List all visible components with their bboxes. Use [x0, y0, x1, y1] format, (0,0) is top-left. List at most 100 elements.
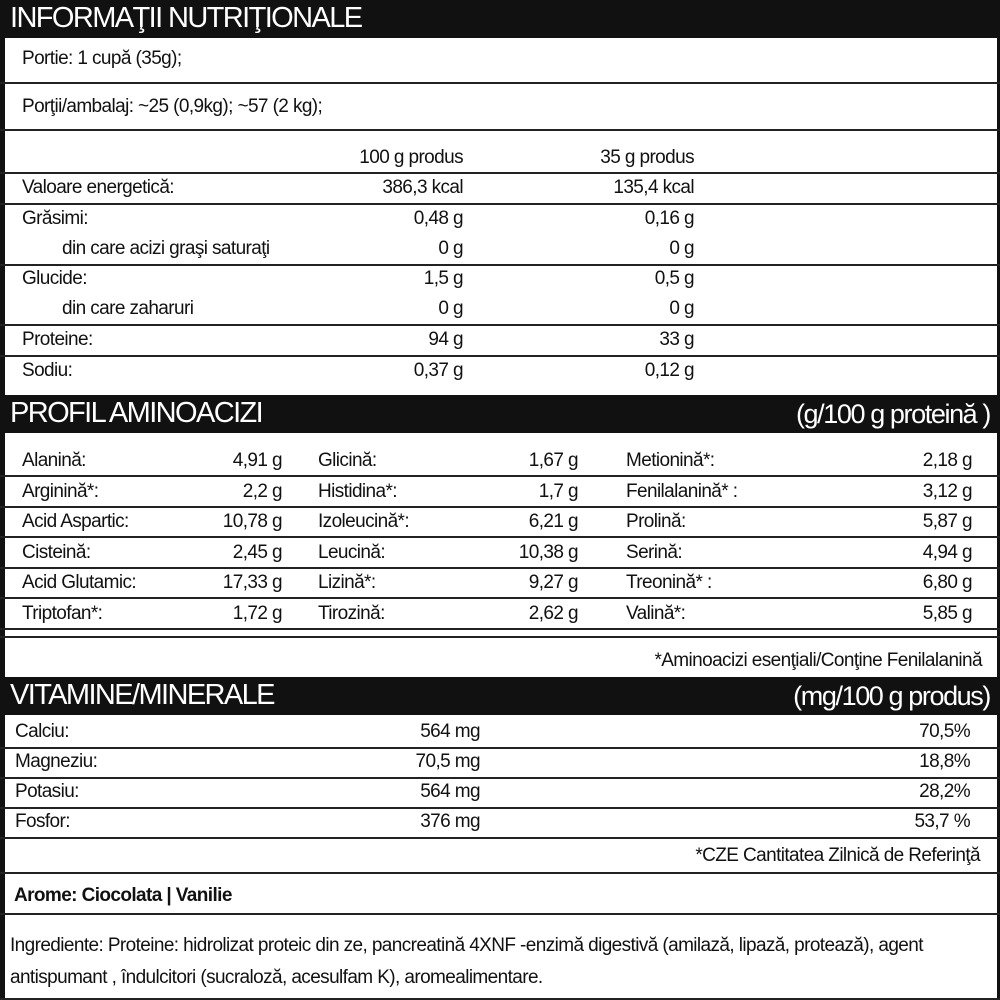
- divider: [0, 536, 1000, 538]
- minerals-title: VITAMINE/MINERALE: [10, 679, 276, 711]
- portion-text: Portie: 1 cupă (35g);: [22, 48, 182, 69]
- nutrient-value-100g: 0 g: [438, 298, 463, 319]
- amino-value: 4,94 g: [922, 541, 973, 563]
- packages-text: Porţii/ambalaj: ~25 (0,9kg); ~57 (2 kg);: [22, 96, 323, 117]
- nutrient-label: din care zaharuri: [62, 298, 194, 319]
- column-header-35g: 35 g produs: [600, 147, 694, 168]
- divider: [0, 636, 1000, 638]
- divider: [0, 913, 1000, 915]
- divider: [0, 264, 1000, 266]
- page-title: INFORMAŢII NUTRIŢIONALE: [10, 2, 363, 34]
- nutrient-value-100g: 0 g: [438, 238, 463, 259]
- nutrient-value-100g: 386,3 kcal: [382, 177, 463, 198]
- divider: [0, 597, 1000, 599]
- divider: [0, 355, 1000, 357]
- amino-value: 6,80 g: [922, 572, 973, 593]
- nutrient-value-35g: 0,16 g: [644, 208, 695, 229]
- amino-value: 1,67 g: [528, 450, 579, 471]
- divider: [0, 998, 1000, 1000]
- amino-name: Alanină:: [22, 450, 86, 471]
- amino-name: Fenilalanină* :: [626, 480, 738, 502]
- amino-value: 1,72 g: [232, 602, 283, 624]
- mineral-name: Potasiu:: [15, 781, 79, 802]
- mineral-name: Magneziu:: [15, 751, 98, 772]
- mineral-value: 70,5 mg: [415, 751, 481, 772]
- amino-value: 2,18 g: [922, 450, 973, 471]
- divider: [0, 627, 1000, 630]
- amino-name: Triptofan*:: [22, 602, 103, 624]
- amino-value: 9,27 g: [528, 572, 579, 593]
- amino-value: 2,62 g: [528, 602, 579, 624]
- nutrient-value-35g: 0,5 g: [654, 268, 695, 289]
- mineral-percent: 53,7 %: [914, 811, 970, 832]
- amino-value: 3,12 g: [922, 480, 973, 502]
- minerals-footnote: *CZE Cantitatea Zilnică de Referinţă: [695, 845, 980, 866]
- amino-value: 4,91 g: [232, 450, 283, 471]
- amino-value: 17,33 g: [222, 572, 283, 593]
- nutrient-value-100g: 94 g: [428, 329, 463, 350]
- nutrient-value-35g: 0 g: [669, 298, 694, 319]
- nutrient-label: Sodiu:: [22, 360, 73, 381]
- amino-name: Prolină:: [626, 511, 686, 532]
- amino-value: 10,38 g: [518, 541, 579, 563]
- divider: [0, 172, 1000, 174]
- mineral-percent: 70,5%: [919, 721, 970, 742]
- mineral-percent: 18,8%: [919, 751, 970, 772]
- amino-value: 10,78 g: [222, 511, 283, 532]
- divider: [0, 324, 1000, 326]
- divider: [0, 82, 1000, 84]
- amino-name: Metionină*:: [626, 450, 715, 471]
- nutrient-value-35g: 0,12 g: [644, 360, 695, 381]
- mineral-value: 564 mg: [420, 781, 480, 802]
- amino-name: Serină:: [626, 541, 683, 563]
- nutrient-label: Grăsimi:: [22, 208, 89, 229]
- divider: [0, 777, 1000, 779]
- amino-header-bar: PROFIL AMINOACIZI (g/100 g proteină ): [0, 395, 1000, 433]
- amino-name: Izoleucină*:: [318, 511, 410, 532]
- nutrient-label: din care acizi graşi saturaţi: [62, 238, 270, 259]
- divider: [0, 566, 1000, 569]
- divider: [0, 475, 1000, 477]
- amino-name: Arginină*:: [22, 480, 99, 502]
- amino-name: Cisteină:: [22, 541, 91, 563]
- column-header-100g: 100 g produs: [359, 147, 463, 168]
- amino-footnote: *Aminoacizi esenţiali/Conţine Fenilalani…: [654, 650, 982, 671]
- amino-name: Tirozină:: [318, 602, 385, 624]
- nutrient-value-35g: 135,4 kcal: [613, 177, 694, 198]
- nutrient-value-100g: 1,5 g: [423, 268, 464, 289]
- nutrient-value-100g: 0,48 g: [413, 208, 464, 229]
- amino-name: Leucină:: [318, 541, 386, 563]
- nutrient-label: Glucide:: [22, 268, 88, 289]
- amino-value: 5,85 g: [922, 602, 973, 624]
- divider: [0, 505, 1000, 508]
- ingredients-text: Ingrediente: Proteine: hidrolizat protei…: [10, 935, 924, 988]
- amino-value: 2,2 g: [242, 480, 283, 502]
- mineral-name: Calciu:: [15, 721, 69, 742]
- flavors-text: Arome: Ciocolata | Vanilie: [14, 885, 232, 906]
- mineral-percent: 28,2%: [919, 781, 970, 802]
- amino-name: Lizină*:: [318, 572, 376, 593]
- amino-name: Acid Aspartic:: [22, 511, 129, 532]
- amino-title: PROFIL AMINOACIZI: [10, 397, 264, 429]
- amino-name: Treonină* :: [626, 572, 712, 593]
- minerals-unit: (mg/100 g produs): [793, 681, 991, 711]
- amino-value: 5,87 g: [922, 511, 973, 532]
- amino-name: Acid Glutamic:: [22, 572, 137, 593]
- amino-value: 6,21 g: [528, 511, 579, 532]
- nutrient-label: Proteine:: [22, 329, 93, 350]
- mineral-value: 376 mg: [420, 811, 480, 832]
- divider: [0, 747, 1000, 749]
- amino-value: 2,45 g: [232, 541, 283, 563]
- nutrient-value-35g: 33 g: [659, 329, 694, 350]
- amino-name: Histidina*:: [318, 480, 398, 502]
- amino-value: 1,7 g: [538, 480, 579, 502]
- nutrient-value-35g: 0 g: [669, 238, 694, 259]
- amino-name: Valină*:: [626, 602, 686, 624]
- divider: [0, 203, 1000, 205]
- amino-name: Glicină:: [318, 450, 377, 471]
- divider: [0, 837, 1000, 839]
- nutrition-header-bar: INFORMAŢII NUTRIŢIONALE: [0, 0, 1000, 38]
- divider: [0, 872, 1000, 874]
- divider: [0, 129, 1000, 131]
